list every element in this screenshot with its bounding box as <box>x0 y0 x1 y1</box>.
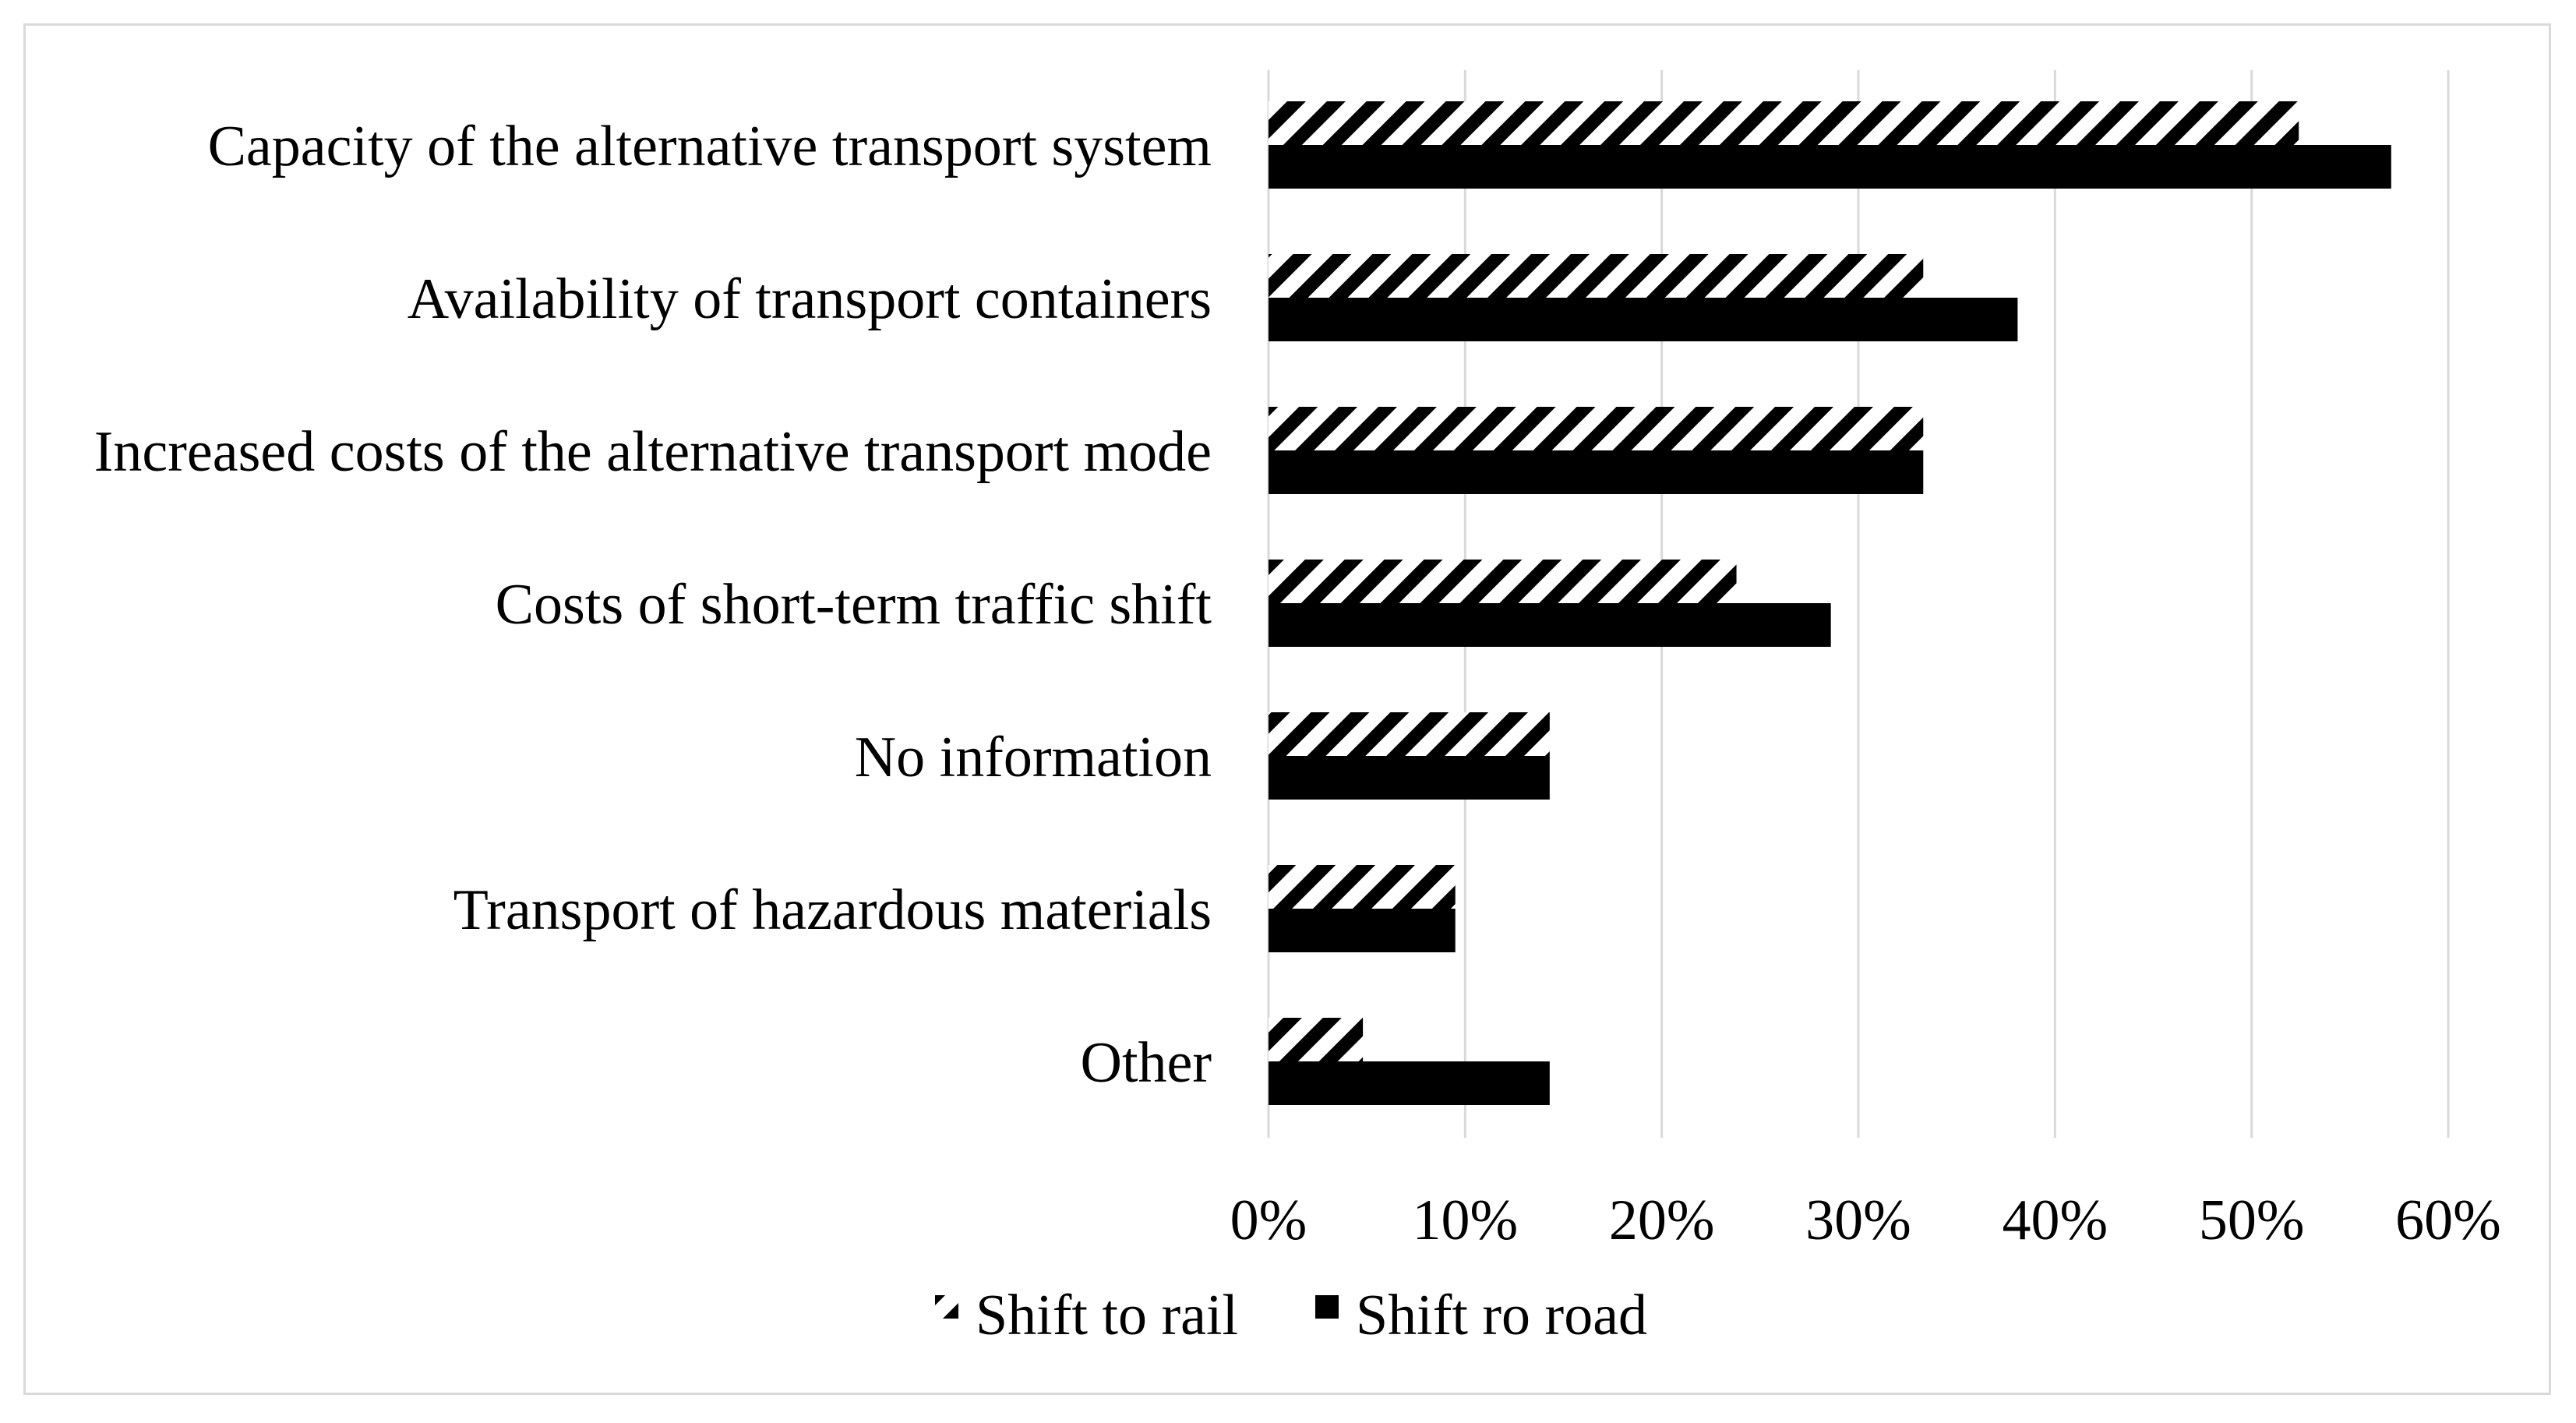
category-label: Transport of hazardous materials <box>453 878 1212 942</box>
bar-rail-1 <box>1269 254 1924 298</box>
bar-road-6 <box>1269 1061 1550 1105</box>
x-tick-label: 50% <box>2199 1188 2305 1252</box>
chart-frame <box>23 23 2551 1395</box>
bar-rail-5 <box>1269 865 1456 909</box>
category-label: Other <box>1081 1031 1212 1095</box>
category-labels: Capacity of the alternative transport sy… <box>94 115 1212 1095</box>
category-label: Costs of short-term traffic shift <box>496 573 1212 637</box>
x-tick-label: 20% <box>1609 1188 1715 1252</box>
bar-rail-0 <box>1269 101 2299 145</box>
legend: Shift to rail Shift ro road <box>935 1284 1647 1347</box>
category-label: Capacity of the alternative transport sy… <box>208 115 1212 178</box>
bars <box>1269 101 2391 1105</box>
legend-swatch-1 <box>1315 1295 1339 1319</box>
bar-road-1 <box>1269 298 2018 341</box>
x-tick-label: 0% <box>1230 1188 1307 1252</box>
bar-road-3 <box>1269 603 1831 647</box>
bar-road-4 <box>1269 756 1550 800</box>
bar-road-2 <box>1269 450 1924 494</box>
legend-label-1: Shift ro road <box>1356 1284 1647 1347</box>
x-axis-tick-labels: 0% 10% 20% 30% 40% 50% 60% <box>1230 1188 2501 1252</box>
bar-road-5 <box>1269 909 1456 952</box>
category-label: No information <box>855 726 1212 789</box>
x-tick-label: 10% <box>1413 1188 1519 1252</box>
x-tick-label: 30% <box>1805 1188 1911 1252</box>
gridlines <box>1267 70 2450 1138</box>
legend-swatch-0 <box>935 1295 958 1319</box>
bar-rail-6 <box>1269 1018 1364 1061</box>
category-label: Availability of transport containers <box>408 267 1212 331</box>
category-label: Increased costs of the alternative trans… <box>94 420 1212 484</box>
bar-road-0 <box>1269 145 2391 189</box>
legend-label-0: Shift to rail <box>976 1284 1238 1347</box>
x-tick-label: 40% <box>2003 1188 2108 1252</box>
bar-rail-3 <box>1269 560 1737 603</box>
bar-rail-2 <box>1269 407 1924 450</box>
bar-rail-4 <box>1269 712 1550 756</box>
x-tick-label: 60% <box>2395 1188 2501 1252</box>
